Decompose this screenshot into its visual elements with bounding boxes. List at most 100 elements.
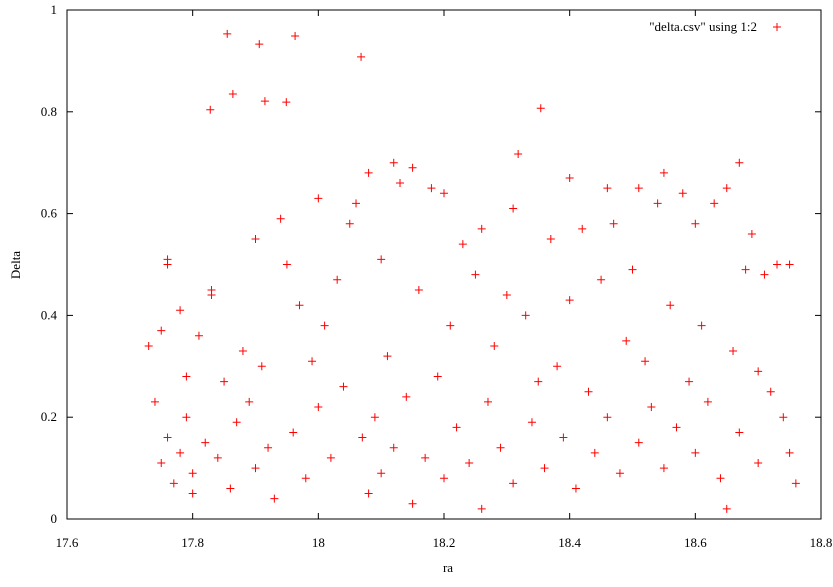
- point: [747, 229, 756, 238]
- point: [766, 387, 775, 396]
- point: [502, 291, 511, 300]
- point: [584, 387, 593, 396]
- point: [213, 453, 222, 462]
- point: [345, 219, 354, 228]
- point: [571, 484, 580, 493]
- point: [785, 260, 794, 269]
- point: [408, 163, 417, 172]
- point: [559, 433, 568, 442]
- legend-label: "delta.csv" using 1:2: [649, 19, 757, 34]
- point: [477, 504, 486, 513]
- point: [370, 413, 379, 422]
- point: [615, 469, 624, 478]
- point: [514, 150, 523, 159]
- point: [521, 311, 530, 320]
- point: [603, 184, 612, 193]
- point: [257, 362, 266, 371]
- point: [421, 453, 430, 462]
- point: [182, 372, 191, 381]
- y-axis-label: Delta: [8, 251, 23, 279]
- point: [641, 357, 650, 366]
- point: [408, 499, 417, 508]
- point: [477, 224, 486, 233]
- point: [509, 204, 518, 213]
- point: [710, 199, 719, 208]
- point: [364, 489, 373, 498]
- point: [534, 377, 543, 386]
- x-tick-label: 18.2: [433, 535, 456, 550]
- point: [188, 489, 197, 498]
- point: [490, 341, 499, 350]
- point: [157, 326, 166, 335]
- point: [622, 336, 631, 345]
- point: [427, 184, 436, 193]
- point: [301, 474, 310, 483]
- point: [260, 97, 269, 106]
- point: [282, 260, 291, 269]
- point: [144, 341, 153, 350]
- point: [150, 397, 159, 406]
- x-axis-label: ra: [443, 560, 453, 575]
- point: [647, 403, 656, 412]
- point: [163, 260, 172, 269]
- point: [703, 397, 712, 406]
- point: [471, 270, 480, 279]
- point: [754, 459, 763, 468]
- point: [609, 219, 618, 228]
- x-tick-label: 18.6: [684, 535, 707, 550]
- y-tick-label: 1: [51, 2, 58, 17]
- point: [452, 423, 461, 432]
- point: [597, 275, 606, 284]
- point: [509, 479, 518, 488]
- point: [389, 443, 398, 452]
- point: [314, 194, 323, 203]
- point: [685, 377, 694, 386]
- x-tick-label: 18: [312, 535, 325, 550]
- point: [320, 321, 329, 330]
- plot-frame: [66, 9, 822, 520]
- point: [352, 199, 361, 208]
- legend-marker: [773, 23, 781, 31]
- point: [628, 265, 637, 274]
- point: [223, 29, 232, 38]
- point: [157, 459, 166, 468]
- point: [791, 479, 800, 488]
- point: [339, 382, 348, 391]
- point: [396, 179, 405, 188]
- y-tick-label: 0.6: [41, 206, 58, 221]
- point: [565, 173, 574, 182]
- point: [691, 448, 700, 457]
- point: [270, 494, 279, 503]
- x-tick-label: 18.8: [810, 535, 833, 550]
- point: [226, 484, 235, 493]
- point: [414, 285, 423, 294]
- point: [255, 40, 264, 49]
- point: [402, 392, 411, 401]
- point: [483, 397, 492, 406]
- point: [289, 428, 298, 437]
- point: [282, 98, 291, 107]
- y-tick-label: 0.8: [41, 104, 57, 119]
- point: [603, 413, 612, 422]
- point: [295, 301, 304, 310]
- point: [666, 301, 675, 310]
- point: [440, 189, 448, 198]
- point: [238, 347, 247, 356]
- point: [540, 464, 549, 473]
- point: [383, 352, 392, 361]
- point: [735, 158, 744, 167]
- point: [527, 418, 536, 427]
- point: [188, 469, 197, 478]
- point: [232, 418, 241, 427]
- point: [735, 428, 744, 437]
- point: [364, 168, 373, 177]
- x-tick-label: 17.6: [56, 535, 79, 550]
- point: [314, 403, 323, 412]
- point: [578, 224, 587, 233]
- point: [722, 504, 731, 513]
- point: [245, 397, 254, 406]
- point: [433, 372, 442, 381]
- point: [201, 438, 210, 447]
- point: [377, 469, 386, 478]
